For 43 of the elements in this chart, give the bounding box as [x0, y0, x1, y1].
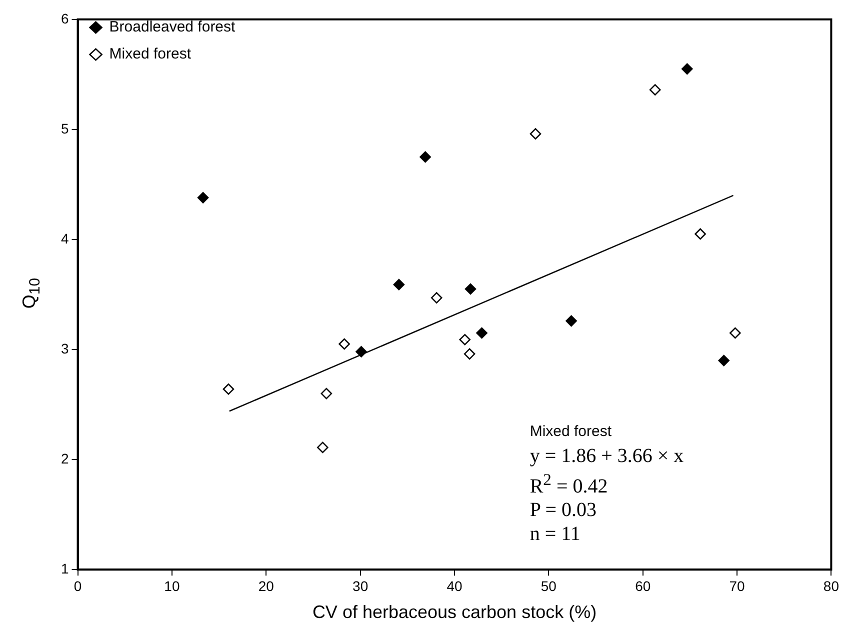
point [681, 63, 693, 75]
point [464, 283, 476, 295]
annotation: y = 1.86 + 3.66 × x [530, 444, 684, 468]
point [530, 128, 542, 140]
x-tick-label: 70 [729, 578, 746, 594]
y-tick-label: 6 [60, 10, 69, 26]
point [222, 383, 234, 395]
point [476, 327, 488, 339]
point [464, 348, 476, 360]
x-tick-label: 60 [635, 578, 651, 594]
y-tick-label: 1 [60, 560, 69, 576]
y-tick-label: 3 [60, 340, 69, 356]
point [320, 388, 332, 400]
x-axis-title: CV of herbaceous carbon stock (%) [312, 602, 597, 622]
x-tick-label: 20 [258, 578, 274, 594]
point [338, 338, 350, 350]
annotation: n = 11 [530, 522, 582, 546]
point [649, 84, 661, 96]
x-tick-label: 0 [74, 578, 82, 594]
point [356, 346, 367, 358]
y-tick-label: 4 [60, 230, 69, 246]
point [197, 192, 209, 204]
y-tick-label: 5 [60, 120, 69, 136]
point [317, 442, 328, 454]
x-tick-label: 30 [352, 578, 368, 594]
point [420, 151, 431, 163]
point [694, 228, 706, 240]
y-tick-label: 2 [60, 450, 69, 466]
point [430, 292, 442, 304]
annotation: Mixed forest [530, 422, 613, 442]
legend-label: Broadleaved forest [109, 18, 236, 36]
x-tick-label: 10 [164, 578, 180, 594]
annotation: P = 0.03 [530, 498, 598, 522]
point [718, 354, 730, 366]
annotation: R$^{2}$ = 0.42 [530, 468, 609, 498]
point [566, 315, 577, 327]
point [459, 334, 471, 346]
point [393, 278, 405, 290]
x-tick-label: 80 [823, 578, 840, 594]
point [730, 327, 741, 339]
x-tick-label: 40 [446, 578, 462, 594]
x-tick-label: 50 [540, 578, 557, 594]
legend-label: Mixed forest [109, 46, 192, 63]
